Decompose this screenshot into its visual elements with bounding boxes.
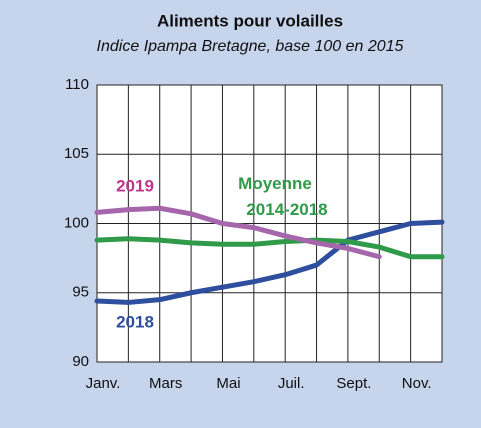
y-tick-label: 100 <box>64 214 89 231</box>
series-label: 2019 <box>116 176 154 195</box>
x-tick-label: Nov. <box>402 375 432 392</box>
y-tick-label: 105 <box>64 145 89 162</box>
y-tick-label: 110 <box>65 76 89 93</box>
x-tick-label: Juil. <box>278 375 305 392</box>
x-tick-label: Mars <box>149 375 182 392</box>
series-label: 2018 <box>116 312 154 331</box>
line <box>94 236 445 260</box>
line <box>94 205 382 260</box>
x-tick-label: Mai <box>216 375 240 392</box>
x-tick-label: Janv. <box>86 375 121 392</box>
chart-subtitle: Indice Ipampa Bretagne, base 100 en 2015 <box>97 38 404 55</box>
line <box>94 219 445 305</box>
chart-title: Aliments pour volailles <box>157 11 343 30</box>
x-tick-label: Sept. <box>336 375 371 392</box>
y-tick-label: 95 <box>72 284 89 301</box>
series-label: Moyenne 2014-2018 <box>238 174 328 219</box>
y-tick-label: 90 <box>72 353 89 370</box>
